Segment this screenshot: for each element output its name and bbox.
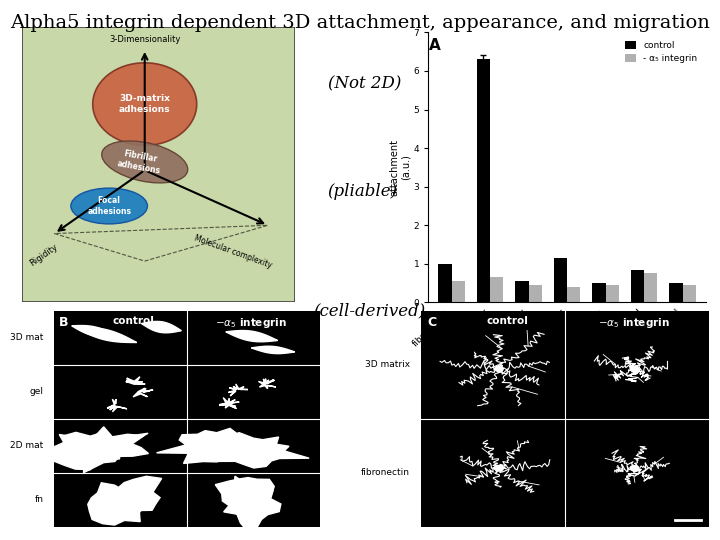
Bar	[567, 287, 580, 302]
Polygon shape	[495, 465, 503, 471]
Polygon shape	[44, 431, 148, 470]
Polygon shape	[630, 465, 639, 471]
Polygon shape	[258, 379, 276, 389]
Text: A: A	[429, 38, 441, 53]
Text: Alpha5 integrin dependent 3D attachment, appearance, and migration: Alpha5 integrin dependent 3D attachment,…	[10, 14, 710, 31]
Bar	[683, 285, 696, 302]
Bar	[528, 285, 542, 302]
Text: 3D-matrix
adhesions: 3D-matrix adhesions	[119, 94, 171, 114]
Text: Molecular complexity: Molecular complexity	[193, 233, 274, 270]
Polygon shape	[141, 321, 181, 333]
Text: control: control	[113, 316, 155, 326]
Polygon shape	[88, 483, 140, 525]
Polygon shape	[251, 346, 294, 354]
Text: 3D matrix: 3D matrix	[364, 360, 410, 369]
Polygon shape	[216, 433, 309, 468]
Polygon shape	[219, 397, 239, 409]
Polygon shape	[74, 327, 137, 342]
Polygon shape	[156, 428, 270, 463]
Bar	[669, 283, 683, 302]
Polygon shape	[107, 399, 127, 412]
Text: fibronectin: fibronectin	[361, 468, 410, 477]
Text: 3-Dimensionality: 3-Dimensionality	[109, 35, 181, 44]
Text: B: B	[59, 316, 69, 329]
Text: (cell-derived): (cell-derived)	[313, 302, 426, 319]
Bar	[451, 281, 465, 302]
Polygon shape	[101, 476, 162, 519]
Polygon shape	[226, 330, 278, 342]
Polygon shape	[495, 366, 503, 372]
Text: control: control	[487, 316, 528, 326]
Text: C: C	[427, 316, 436, 329]
Polygon shape	[215, 477, 274, 514]
Text: (pliable): (pliable)	[328, 183, 397, 200]
Polygon shape	[59, 427, 148, 472]
Bar	[631, 269, 644, 302]
Bar	[477, 59, 490, 302]
Bar	[554, 258, 567, 302]
Bar	[606, 285, 619, 302]
Text: Fibrillar
adhesions: Fibrillar adhesions	[116, 148, 163, 176]
Text: $-\alpha_5$ integrin: $-\alpha_5$ integrin	[215, 316, 287, 330]
Polygon shape	[72, 326, 117, 337]
Text: 2D mat: 2D mat	[10, 441, 43, 450]
Polygon shape	[224, 476, 281, 536]
Ellipse shape	[71, 188, 148, 224]
Polygon shape	[228, 384, 248, 396]
Ellipse shape	[102, 141, 188, 183]
Polygon shape	[630, 366, 639, 372]
Text: fn: fn	[35, 495, 43, 504]
Bar	[490, 278, 503, 302]
Polygon shape	[133, 388, 153, 397]
Text: $-\alpha_5$ integrin: $-\alpha_5$ integrin	[598, 316, 670, 330]
Bar	[644, 273, 657, 302]
Y-axis label: attachment
(a.u.): attachment (a.u.)	[390, 139, 411, 196]
Text: Focal
adhesions: Focal adhesions	[87, 197, 131, 215]
Text: gel: gel	[30, 387, 43, 396]
Polygon shape	[126, 377, 145, 384]
Legend: control, - α₅ integrin: control, - α₅ integrin	[621, 37, 701, 67]
Text: Rigidity: Rigidity	[28, 242, 59, 267]
Bar	[592, 283, 606, 302]
Ellipse shape	[93, 63, 197, 145]
Bar	[438, 264, 451, 302]
Text: (Not 2D): (Not 2D)	[328, 75, 401, 92]
Text: 3D mat: 3D mat	[10, 333, 43, 342]
Bar	[515, 281, 528, 302]
